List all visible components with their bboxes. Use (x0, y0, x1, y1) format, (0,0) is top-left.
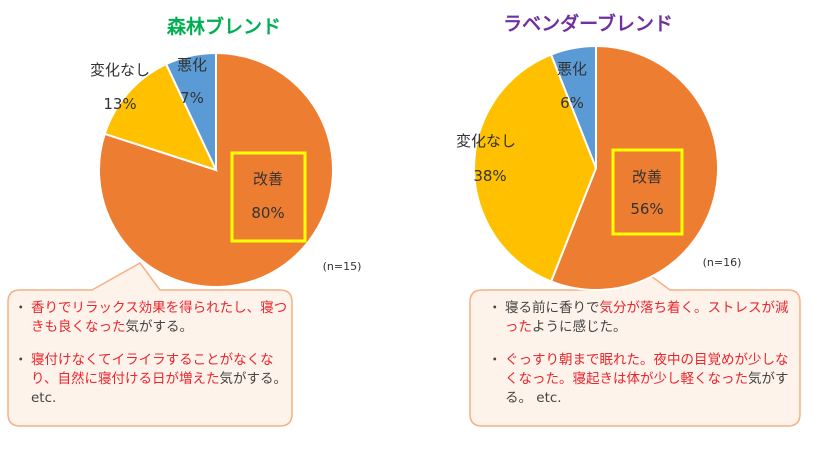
comments-forest: 香りでリラックス効果を得られたし、寝つきも良くなった気がする。寝付けなくてイライ… (14, 299, 288, 408)
highlight-box-improve-lavender (611, 148, 684, 236)
comment-segment: ように感じた。 (532, 319, 627, 335)
sample-size-lavender: (n=16) (703, 256, 742, 269)
comment-segment: 体が少し軽くなった (626, 371, 749, 387)
chart-title-forest: 森林ブレンド (167, 15, 281, 38)
pie-slice-improve-forest (98, 51, 334, 288)
comment-segment: ぐっすり朝まで眠れた。夜中の目覚め (505, 352, 735, 368)
slice-label-improve-forest: 改善 (253, 170, 283, 188)
slice-value-nochange-forest: 13% (103, 95, 136, 113)
pie-slice-worse-lavender (549, 44, 597, 169)
comment-item: 寝付けなくてイライラすることがなくなり、自然に寝付ける日が増えた気がする。etc… (14, 351, 288, 408)
comment-segment: 気分が落ち着く。 (599, 300, 708, 316)
pie-slice-improve-lavender (549, 44, 720, 291)
comment-segment: 寝る前に香りで (505, 300, 600, 316)
comment-segment: 気がする。 (125, 319, 194, 335)
slice-value-improve-lavender: 56% (630, 200, 663, 218)
comment-segment: なくなり、自然に寝付ける日が (31, 352, 274, 387)
comment-item: 寝る前に香りで気分が落ち着く。ストレスが減ったように感じた。 (488, 299, 792, 337)
comment-segment: 気がする。 etc. (505, 371, 789, 406)
pie-slice-nochange-lavender (473, 53, 598, 283)
pie-slice-nochange-forest (103, 62, 218, 172)
comment-item: 香りでリラックス効果を得られたし、寝つきも良くなった気がする。 (14, 299, 288, 337)
sample-size-forest: (n=15) (323, 260, 362, 273)
comment-segment: 香りでリラックス効果を得られたし、 (31, 300, 261, 316)
comment-segment: 寝付けなくてイライラすることが (31, 352, 234, 368)
pie-slices-lavender (473, 44, 720, 291)
slice-label-worse-forest: 悪化 (177, 56, 207, 74)
slice-value-worse-forest: 7% (180, 89, 204, 107)
slice-value-nochange-lavender: 38% (473, 167, 506, 185)
slice-label-nochange-forest: 変化なし (90, 61, 150, 79)
comment-segment: 増えた (178, 371, 220, 387)
comment-segment: が少しなくなった。寝起きは (505, 352, 789, 387)
chart-title-lavender: ラベンダーブレンド (503, 12, 673, 35)
slice-value-worse-lavender: 6% (560, 94, 584, 112)
comment-item: ぐっすり朝まで眠れた。夜中の目覚めが少しなくなった。寝起きは体が少し軽くなった気… (488, 351, 792, 408)
slice-label-worse-lavender: 悪化 (557, 60, 587, 78)
slice-value-improve-forest: 80% (251, 204, 284, 222)
highlight-box-improve-forest (230, 151, 307, 243)
comment-segment: 気がする。etc. (31, 371, 287, 406)
comments-lavender: 寝る前に香りで気分が落ち着く。ストレスが減ったように感じた。ぐっすり朝まで眠れた… (488, 299, 792, 408)
pie-slices-forest (98, 51, 334, 288)
pie-slice-worse-forest (164, 51, 217, 171)
comment-segment: ストレスが減った (505, 300, 789, 335)
slice-label-nochange-lavender: 変化なし (456, 132, 516, 150)
slice-label-improve-lavender: 改善 (632, 168, 662, 186)
comment-segment: 寝つきも良くなった (31, 300, 288, 335)
